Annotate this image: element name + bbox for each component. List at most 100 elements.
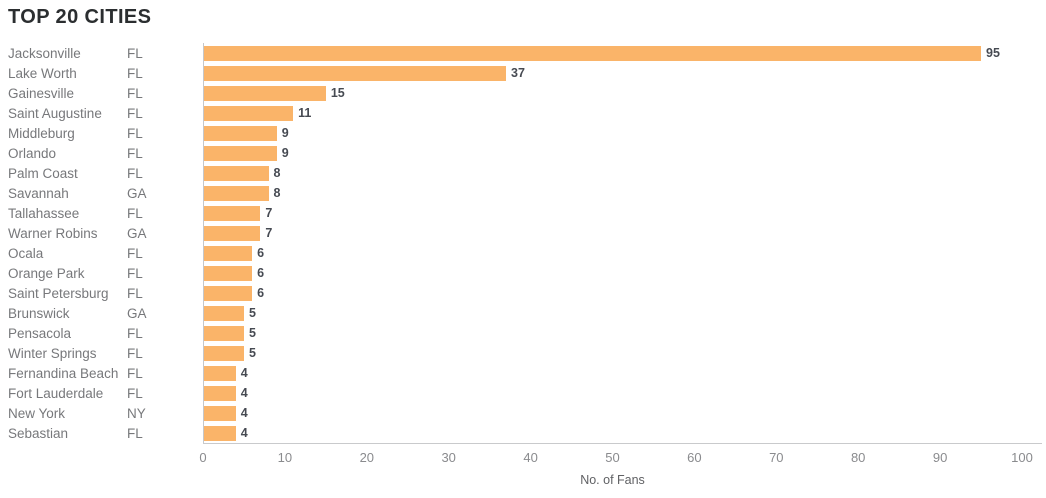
city-label: Orange Park [8,265,85,281]
x-axis-tick: 100 [1011,450,1033,465]
table-row: Orlando FL 9 [0,143,1046,163]
city-label: Gainesville [8,85,75,101]
state-label: FL [127,125,143,141]
bar-zone: 8 [203,163,1022,183]
city-label: Fernandina Beach [8,365,119,381]
state-label: FL [127,285,143,301]
bar-zone: 5 [203,343,1022,363]
bar-zone: 95 [203,43,1022,63]
bar [203,345,244,361]
x-axis-label: No. of Fans [580,473,645,487]
bar [203,65,507,81]
bar-zone: 4 [203,363,1022,383]
bar-zone: 15 [203,83,1022,103]
bar [203,105,294,121]
bar [203,165,269,181]
state-label: FL [127,145,143,161]
bar [203,325,244,341]
x-axis-tick: 60 [687,450,702,465]
x-axis-ticks: 0 10 20 30 40 50 60 70 80 90 100 [199,450,1032,466]
state-label: NY [127,405,146,421]
table-row: Tallahassee FL 7 [0,203,1046,223]
table-row: Saint Petersburg FL 6 [0,283,1046,303]
x-axis-tick: 10 [277,450,293,465]
bar [203,225,261,241]
bar-zone: 37 [203,63,1022,83]
city-label: Tallahassee [8,205,80,221]
value-label: 5 [248,326,256,340]
bar-chart: Jacksonville FL 95 Lake Worth FL 37 Gainesvill… [0,43,1046,498]
chart-title: TOP 20 CITIES [8,6,152,28]
table-row: Pensacola FL 5 [0,323,1046,343]
value-label: 15 [330,86,345,100]
city-label: Brunswick [8,305,70,321]
value-label: 4 [240,426,248,440]
state-label: GA [127,225,147,241]
value-label: 5 [248,346,256,360]
bar [203,205,261,221]
value-label: 6 [257,266,265,280]
bar-zone: 6 [203,263,1022,283]
y-axis-line [203,43,204,443]
bar [203,85,326,101]
bar-zone: 5 [203,303,1022,323]
city-label: Saint Augustine [8,105,102,121]
value-label: 4 [240,386,248,400]
state-label: FL [127,265,143,281]
bar-zone: 9 [203,143,1022,163]
x-axis-tick: 50 [605,450,620,465]
bar [203,245,253,261]
table-row: Warner Robins GA 7 [0,223,1046,243]
bar [203,285,253,301]
value-label: 7 [265,206,273,220]
value-label: 95 [986,46,1000,60]
bar-zone: 4 [203,403,1022,423]
table-row: Jacksonville FL 95 [0,43,1046,63]
value-label: 4 [240,406,248,420]
bar [203,45,982,61]
state-label: FL [127,65,143,81]
table-row: Fort Lauderdale FL 4 [0,383,1046,403]
value-label: 8 [273,166,281,180]
bar-zone: 7 [203,223,1022,243]
bar [203,125,277,141]
x-axis-tick: 20 [359,450,375,465]
bar-zone: 9 [203,123,1022,143]
state-label: FL [127,85,143,101]
value-label: 9 [281,126,289,140]
bar-zone: 6 [203,243,1022,263]
city-label: Palm Coast [8,165,78,181]
value-label: 8 [273,186,281,200]
state-label: FL [127,345,143,361]
state-label: GA [127,185,147,201]
table-row: Brunswick GA 5 [0,303,1046,323]
bar-zone: 11 [203,103,1022,123]
bar [203,365,236,381]
city-label: Ocala [8,245,44,261]
table-row: Palm Coast FL 8 [0,163,1046,183]
value-label: 9 [281,146,289,160]
state-label: FL [127,45,143,61]
table-row: Middleburg FL 9 [0,123,1046,143]
table-row: Winter Springs FL 5 [0,343,1046,363]
state-label: FL [127,245,143,261]
value-label: 6 [257,286,265,300]
x-axis-tick: 80 [850,450,866,465]
bar-rows: Jacksonville FL 95 Lake Worth FL 37 Gainesvill… [0,43,1046,443]
city-label: Sebastian [8,425,69,441]
table-row: Ocala FL 6 [0,243,1046,263]
state-label: FL [127,205,143,221]
bar [203,385,236,401]
bar [203,265,253,281]
bar-zone: 5 [203,323,1022,343]
state-label: FL [127,425,143,441]
bar-zone: 6 [203,283,1022,303]
value-label: 37 [511,66,525,80]
state-label: GA [127,305,147,321]
table-row: Gainesville FL 15 [0,83,1046,103]
city-label: Winter Springs [8,345,97,361]
state-label: FL [127,365,143,381]
bar [203,185,269,201]
value-label: 5 [248,306,256,320]
bar-zone: 4 [203,383,1022,403]
